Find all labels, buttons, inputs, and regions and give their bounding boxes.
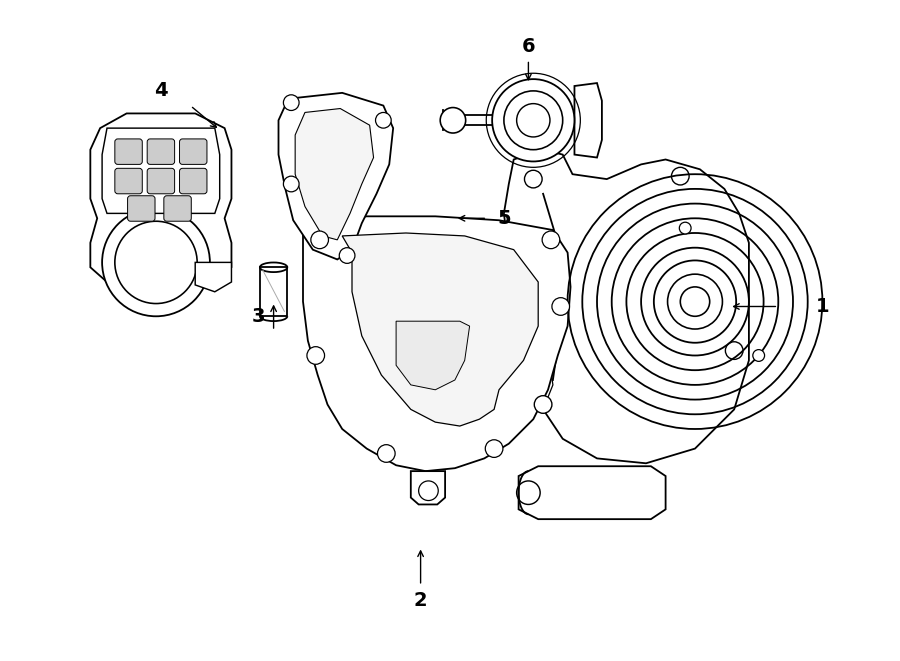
Circle shape — [284, 176, 299, 192]
Polygon shape — [410, 471, 446, 504]
FancyBboxPatch shape — [148, 139, 175, 165]
Polygon shape — [514, 301, 553, 409]
Polygon shape — [295, 108, 373, 240]
Circle shape — [310, 231, 328, 249]
Text: 6: 6 — [522, 37, 536, 56]
Polygon shape — [342, 233, 538, 426]
Circle shape — [680, 222, 691, 234]
Circle shape — [375, 112, 392, 128]
Polygon shape — [102, 128, 220, 214]
Circle shape — [102, 208, 210, 317]
FancyBboxPatch shape — [179, 139, 207, 165]
Circle shape — [377, 445, 395, 462]
Circle shape — [525, 171, 542, 188]
Circle shape — [284, 95, 299, 110]
Circle shape — [339, 248, 355, 263]
Polygon shape — [504, 149, 749, 463]
Circle shape — [517, 104, 550, 137]
Circle shape — [440, 108, 465, 133]
FancyBboxPatch shape — [115, 169, 142, 194]
Circle shape — [485, 440, 503, 457]
Circle shape — [680, 287, 710, 317]
Polygon shape — [195, 262, 231, 292]
Polygon shape — [396, 321, 470, 390]
Circle shape — [535, 396, 552, 413]
Circle shape — [542, 231, 560, 249]
Text: 4: 4 — [154, 81, 167, 100]
Polygon shape — [518, 466, 666, 519]
FancyBboxPatch shape — [128, 196, 155, 221]
Circle shape — [725, 342, 743, 360]
Text: 3: 3 — [252, 307, 266, 326]
FancyBboxPatch shape — [164, 196, 192, 221]
Polygon shape — [303, 216, 571, 471]
Polygon shape — [574, 83, 602, 157]
Text: 2: 2 — [414, 591, 427, 610]
Circle shape — [552, 297, 570, 315]
Circle shape — [307, 346, 325, 364]
Circle shape — [752, 350, 765, 362]
FancyBboxPatch shape — [148, 169, 175, 194]
Circle shape — [671, 167, 689, 185]
FancyBboxPatch shape — [115, 139, 142, 165]
Text: 5: 5 — [497, 209, 510, 228]
Polygon shape — [278, 93, 393, 260]
FancyBboxPatch shape — [179, 169, 207, 194]
Circle shape — [492, 79, 574, 161]
Polygon shape — [90, 114, 231, 282]
Polygon shape — [260, 267, 287, 317]
Circle shape — [653, 260, 736, 343]
Text: 1: 1 — [815, 297, 829, 316]
